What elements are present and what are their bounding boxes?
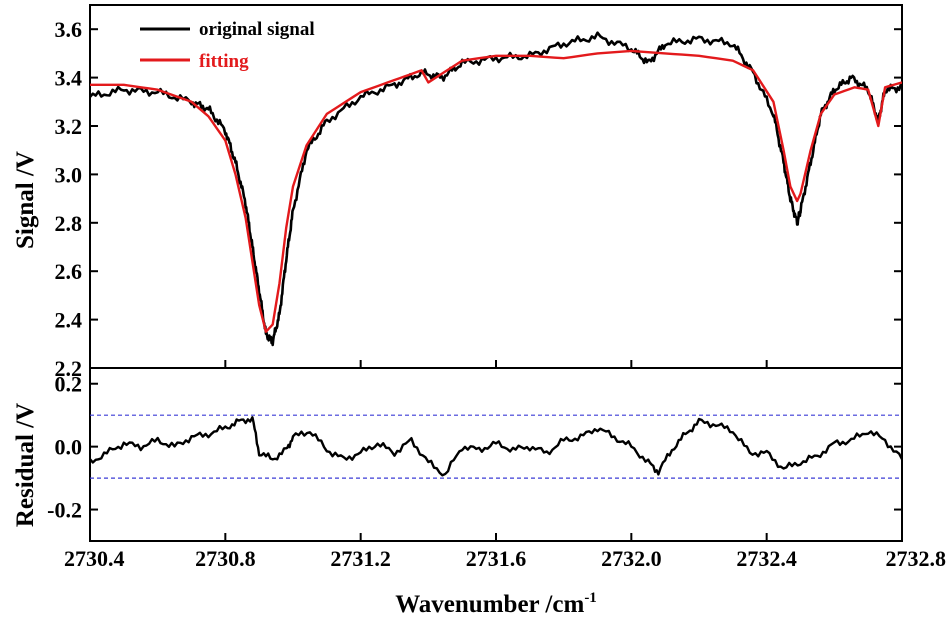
x-tick-label: 2731.2	[330, 546, 391, 571]
residual-y-axis-title: Residual /V	[12, 403, 39, 527]
x-tick-label: 2732.4	[736, 546, 797, 571]
signal-y-tick-label: 2.2	[55, 356, 83, 381]
x-tick-label: 2730.8	[195, 546, 256, 571]
residual-y-ticks: -0.2 0.0 0.2	[47, 372, 902, 523]
residual-x-ticks: 2730.4 2730.8 2731.2 2731.6 2732.0 2732.4 2732…	[64, 360, 946, 571]
x-axis-title-main: Wavenumber /cm	[395, 591, 584, 618]
residual-y-tick-label: 0.0	[55, 435, 83, 460]
series-line-original-signal	[90, 31, 902, 347]
x-axis-title: Wavenumber /cm-1	[395, 590, 597, 618]
signal-y-ticks: 2.2 2.4 2.6 2.8 3.0 3.2 3.4 3.6	[55, 17, 902, 381]
x-axis-title-superscript: -1	[584, 590, 597, 606]
signal-y-tick-label: 3.6	[55, 17, 83, 42]
legend-label-fitting: fitting	[199, 51, 249, 72]
signal-y-tick-label: 2.6	[55, 259, 83, 284]
legend-label-original-signal: original signal	[199, 19, 315, 40]
series-line-fitting	[90, 49, 902, 333]
signal-y-tick-label: 3.0	[55, 162, 83, 187]
series-line-residual	[90, 416, 902, 477]
x-tick-label: 2731.6	[466, 546, 527, 571]
residual-y-tick-label: -0.2	[47, 498, 82, 523]
x-tick-label: 2732.8	[886, 546, 947, 571]
residual-series	[90, 416, 902, 477]
signal-y-tick-label: 3.4	[55, 66, 83, 91]
x-tick-label: 2732.0	[601, 546, 662, 571]
signal-panel: 2.2 2.4 2.6 2.8 3.0 3.2 3.4 3.6 Signal /V	[12, 4, 903, 381]
residual-y-tick-label: 0.2	[55, 372, 83, 397]
residual-panel: -0.2 0.0 0.2 2730.4 2730.8 2731.2 2731.6 2732.…	[12, 360, 946, 618]
residual-plot-frame	[89, 367, 903, 542]
signal-y-tick-label: 2.8	[55, 211, 83, 236]
signal-y-tick-label: 3.2	[55, 114, 83, 139]
signal-y-axis-title: Signal /V	[12, 151, 39, 249]
x-tick-label: 2730.4	[64, 546, 125, 571]
signal-series	[90, 31, 902, 347]
signal-y-tick-label: 2.4	[55, 308, 83, 333]
residual-reference-lines	[90, 414, 902, 479]
legend: original signal fitting	[140, 19, 315, 72]
